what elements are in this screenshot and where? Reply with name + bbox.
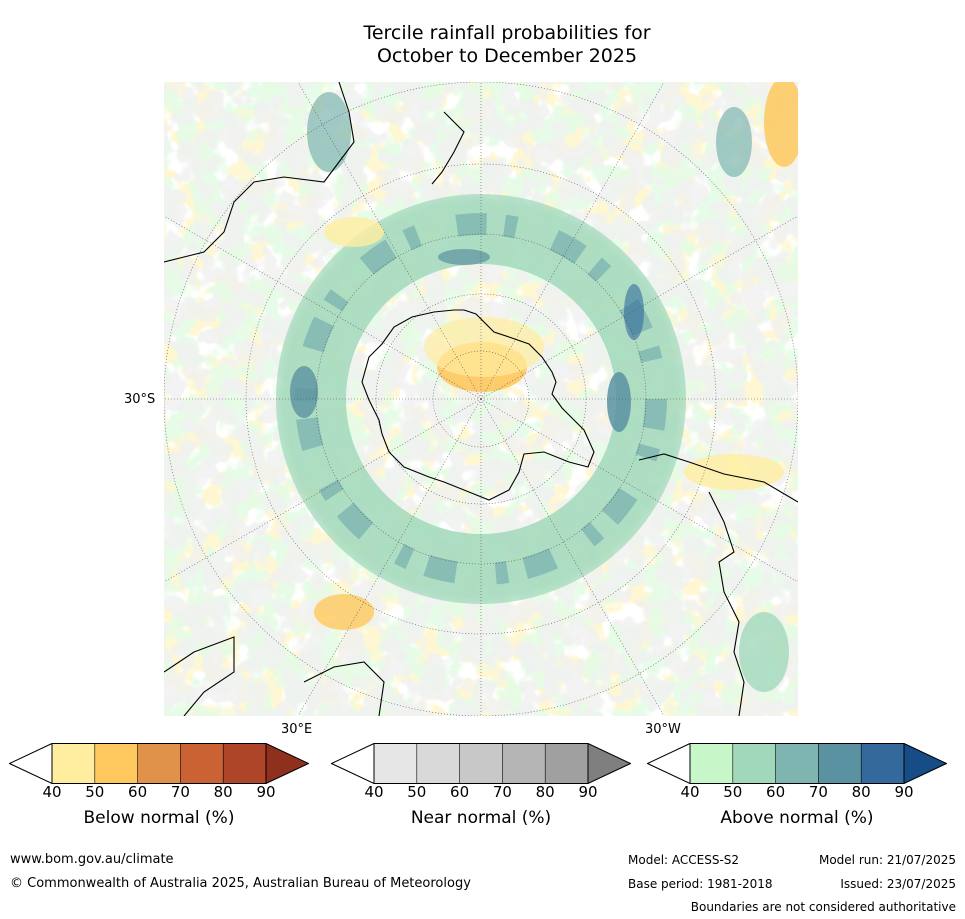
- colorbar-segment: [137, 743, 181, 784]
- footer-model: Model: ACCESS-S2: [628, 853, 740, 867]
- colorbar-tick-label: 90: [578, 783, 598, 801]
- colorbar-tick-label: 50: [723, 783, 743, 801]
- colorbar-tick-label: 40: [42, 783, 62, 801]
- colorbar-segment: [861, 743, 904, 784]
- lat-label-30s: 30°S: [124, 392, 156, 407]
- title-line-2: October to December 2025: [376, 45, 638, 67]
- footer-issued: Issued: 23/07/2025: [840, 877, 956, 891]
- near-normal-label: Near normal (%): [410, 808, 552, 828]
- colorbar-tick-label: 70: [492, 783, 512, 801]
- colorbar-tick-label: 90: [256, 783, 276, 801]
- colorbar-tick-label: 80: [535, 783, 555, 801]
- colorbar-segment: [459, 743, 503, 784]
- above-normal-colorbar: [647, 743, 947, 784]
- colorbar-tick-label: 50: [407, 783, 427, 801]
- colorbar-segment: [374, 743, 417, 784]
- colorbar-tick-label: 60: [450, 783, 470, 801]
- colorbar-tick-label: 80: [213, 783, 233, 801]
- colorbar-tick-label: 40: [680, 783, 700, 801]
- colorbar-max-arrow: [265, 743, 309, 784]
- colorbar-segment: [223, 743, 266, 784]
- colorbar-tick-label: 60: [766, 783, 786, 801]
- colorbar-max-arrow: [903, 743, 947, 784]
- colorbar-segment: [690, 743, 733, 784]
- colorbar-segment: [732, 743, 776, 784]
- colorbar-segment: [416, 743, 460, 784]
- africa-coast: [164, 636, 385, 716]
- colorbar-segment: [775, 743, 819, 784]
- australia-coast: [164, 82, 355, 263]
- colorbar-segment: [545, 743, 588, 784]
- coastlines: [164, 82, 798, 716]
- new-zealand-coast: [431, 111, 465, 185]
- below-normal-colorbar: [9, 743, 309, 784]
- colorbar-tick-label: 70: [170, 783, 190, 801]
- colorbar-tick-label: 80: [851, 783, 871, 801]
- colorbar-min-arrow: [331, 743, 375, 784]
- south-america-coast: [638, 453, 798, 716]
- antarctica-coast: [361, 309, 595, 501]
- colorbar-min-arrow: [9, 743, 53, 784]
- below-normal-label: Below normal (%): [83, 808, 235, 828]
- lon-label-30e: 30°E: [281, 722, 313, 737]
- footer-base-period: Base period: 1981-2018: [628, 877, 773, 891]
- colorbar-segment: [502, 743, 546, 784]
- colorbar-tick-label: 90: [894, 783, 914, 801]
- colorbar-max-arrow: [587, 743, 631, 784]
- colorbar-segment: [52, 743, 95, 784]
- colorbar-tick-label: 40: [364, 783, 384, 801]
- colorbar-segment: [818, 743, 862, 784]
- colorbar-segment: [94, 743, 138, 784]
- colorbar-tick-label: 60: [128, 783, 148, 801]
- title-line-1: Tercile rainfall probabilities for: [363, 22, 651, 44]
- footer-model-run: Model run: 21/07/2025: [818, 853, 956, 867]
- graticule: [164, 82, 798, 716]
- footer-url[interactable]: www.bom.gov.au/climate: [10, 852, 174, 867]
- near-normal-colorbar: [331, 743, 631, 784]
- colorbar-tick-label: 50: [85, 783, 105, 801]
- polar-map: [164, 82, 798, 716]
- colorbar-min-arrow: [647, 743, 691, 784]
- footer-copyright: © Commonwealth of Australia 2025, Austra…: [10, 876, 471, 891]
- colorbar-segment: [180, 743, 224, 784]
- lon-label-30w: 30°W: [645, 722, 681, 737]
- colorbar-tick-label: 70: [808, 783, 828, 801]
- footer-disclaimer: Boundaries are not considered authoritat…: [690, 900, 956, 914]
- above-normal-label: Above normal (%): [720, 808, 874, 828]
- map-title: Tercile rainfall probabilities for Octob…: [0, 22, 965, 68]
